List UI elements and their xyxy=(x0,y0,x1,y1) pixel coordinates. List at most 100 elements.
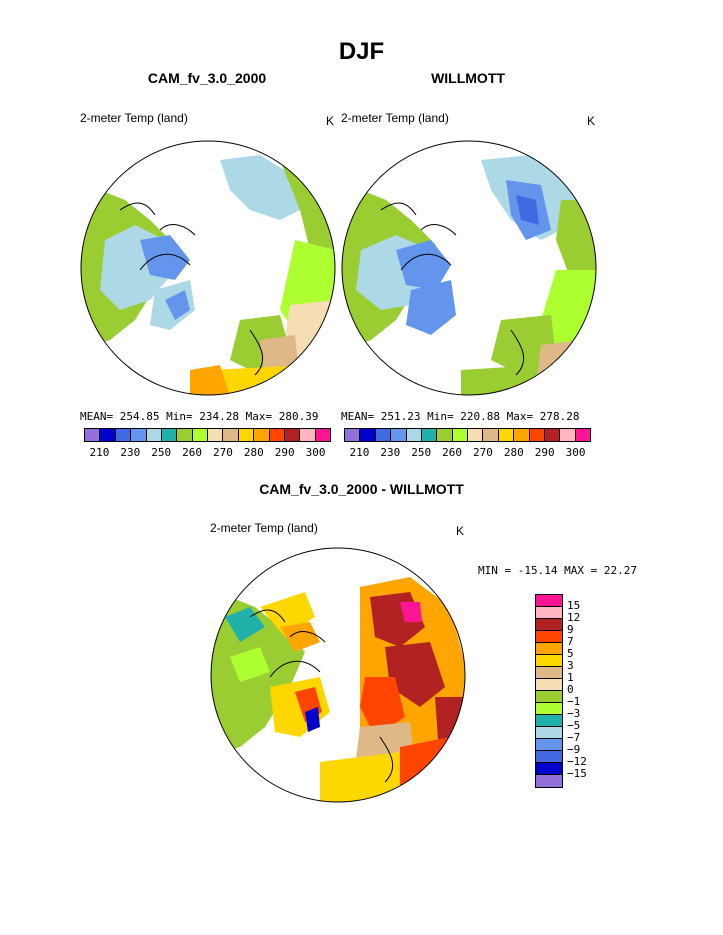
panel-2-colorbar-swatch xyxy=(529,429,545,441)
diff-colorbar-swatch xyxy=(536,691,562,703)
panel-1-variable: 2-meter Temp (land) xyxy=(80,111,188,125)
panel-2-colorbar-swatch xyxy=(544,429,561,441)
diff-colorbar-tick-label: −15 xyxy=(567,767,587,780)
panel-1-colorbar-swatch xyxy=(300,429,316,441)
panel-2-colorbar-tick-label: 260 xyxy=(442,446,462,459)
diff-colorbar-tick-label: 7 xyxy=(567,635,574,648)
diff-map xyxy=(210,547,466,803)
panel-1-colorbar-tick-label: 260 xyxy=(182,446,202,459)
diff-colorbar-swatch xyxy=(536,655,562,667)
panel-2-colorbar-tick-label: 290 xyxy=(534,446,555,459)
panel-2-colorbar-swatch xyxy=(514,429,530,441)
panel-1-mean: 254.85 xyxy=(119,410,160,423)
diff-colorbar-tick-label: 3 xyxy=(567,659,574,672)
panel-2-colorbar-swatch xyxy=(421,429,438,441)
panel-1-colorbar-labels: 210 230 250 260 270 280 290 300 xyxy=(84,446,329,460)
diff-panel-units: K xyxy=(456,524,465,538)
panel-2-mean-label: MEAN= xyxy=(341,410,375,423)
panel-2-colorbar-swatch xyxy=(406,429,422,441)
panel-1-colorbar-tick-label: 280 xyxy=(243,446,264,459)
diff-colorbar-tick-label: −12 xyxy=(567,755,587,768)
diff-colorbar-swatch xyxy=(536,595,562,607)
panel-2-colorbar-tick-label: 230 xyxy=(380,446,401,459)
panel-2-variable: 2-meter Temp (land) xyxy=(341,111,449,125)
panel-2-colorbar-swatch xyxy=(391,429,407,441)
panel-2-min-label: Min= xyxy=(427,410,454,423)
panel-2-colorbar-swatch xyxy=(452,429,468,441)
diff-colorbar xyxy=(535,594,563,788)
panel-1-colorbar-tick-label: 230 xyxy=(120,446,141,459)
panel-2-colorbar-tick-label: 210 xyxy=(349,446,370,459)
panel-1-colorbar-tick-label: 290 xyxy=(274,446,295,459)
panel-2-colorbar-swatch xyxy=(468,429,484,441)
panel-2-colorbar-tick-label: 280 xyxy=(503,446,524,459)
diff-colorbar-swatch xyxy=(536,751,562,763)
diff-colorbar-tick-label: −7 xyxy=(567,731,581,744)
panel-1-colorbar-swatch xyxy=(223,429,239,441)
panel-2-colorbar xyxy=(344,428,591,442)
diff-colorbar-swatch xyxy=(536,631,562,643)
panel-1-colorbar-swatch xyxy=(269,429,285,441)
diff-colorbar-tick-label: −5 xyxy=(567,719,581,732)
panel-1-colorbar-swatch xyxy=(85,429,101,441)
diff-colorbar-swatch xyxy=(536,667,562,679)
panel-2-colorbar-tick-label: 300 xyxy=(565,446,586,459)
panel-1-colorbar-swatch xyxy=(192,429,208,441)
panel-2-units: K xyxy=(587,114,596,128)
diff-colorbar-swatch xyxy=(536,715,562,727)
panel-1-min-label: Min= xyxy=(166,410,193,423)
diff-colorbar-swatch xyxy=(536,607,562,619)
diff-colorbar-swatch xyxy=(536,679,562,691)
diff-colorbar-swatch xyxy=(536,739,562,751)
panel-2-colorbar-swatch xyxy=(483,429,499,441)
diff-colorbar-swatch xyxy=(536,703,562,715)
panel-1-colorbar-tick-label: 270 xyxy=(213,446,233,459)
diff-colorbar-swatch xyxy=(536,619,562,631)
panel-2-min: 220.88 xyxy=(460,410,500,423)
diff-colorbar-tick-label: 15 xyxy=(567,599,581,612)
panel-1-colorbar-swatch xyxy=(161,429,178,441)
panel-1-colorbar-swatch xyxy=(131,429,147,441)
panel-1-units: K xyxy=(326,114,335,128)
diff-colorbar-tick-label: 1 xyxy=(567,671,574,684)
panel-2-title: WILLMOTT xyxy=(431,70,505,86)
panel-1-colorbar-tick-label: 210 xyxy=(89,446,110,459)
diff-colorbar-tick-label: −3 xyxy=(567,707,581,720)
diff-colorbar-tick-label: 9 xyxy=(567,623,574,636)
diff-panel-title: CAM_fv_3.0_2000 - WILLMOTT xyxy=(259,481,464,497)
diff-panel-variable: 2-meter Temp (land) xyxy=(210,521,318,535)
panel-2-mean: 251.23 xyxy=(380,410,421,423)
panel-2-max-label: Max= xyxy=(506,410,534,423)
panel-1-colorbar-swatch xyxy=(238,429,255,441)
diff-colorbar-tick-label: −9 xyxy=(567,743,581,756)
panel-2-colorbar-swatch xyxy=(498,429,515,441)
panel-2-colorbar-swatch xyxy=(375,429,392,441)
panel-1-colorbar-swatch xyxy=(284,429,301,441)
panel-1-max-label: Max= xyxy=(245,410,273,423)
figure-title: DJF xyxy=(338,38,385,65)
panel-1-colorbar-swatch xyxy=(100,429,116,441)
panel-1-colorbar-swatch xyxy=(177,429,193,441)
panel-1-min: 234.28 xyxy=(199,410,239,423)
panel-1-colorbar xyxy=(84,428,331,442)
panel-2-colorbar-tick-label: 270 xyxy=(473,446,493,459)
panel-2-max: 278.28 xyxy=(539,410,580,423)
diff-colorbar-tick-label: −1 xyxy=(567,695,581,708)
panel-2-stats: MEAN= 251.23 Min= 220.88 Max= 278.28 xyxy=(341,410,580,423)
panel-1-max: 280.39 xyxy=(278,410,319,423)
panel-1-stats: MEAN= 254.85 Min= 234.28 Max= 280.39 xyxy=(80,410,319,423)
diff-colorbar-tick-label: 5 xyxy=(567,647,574,660)
panel-1-colorbar-tick-label: 250 xyxy=(151,446,172,459)
panel-2-colorbar-swatch xyxy=(360,429,376,441)
diff-colorbar-tick-label: 12 xyxy=(567,611,581,624)
panel-2-colorbar-swatch xyxy=(345,429,361,441)
panel-1-colorbar-swatch xyxy=(146,429,162,441)
panel-2-colorbar-swatch xyxy=(560,429,576,441)
panel-1-colorbar-swatch xyxy=(315,429,330,441)
panel-1-colorbar-tick-label: 300 xyxy=(305,446,326,459)
panel-1-map xyxy=(80,140,336,396)
diff-colorbar-swatch xyxy=(536,643,562,655)
panel-1-title: CAM_fv_3.0_2000 xyxy=(147,70,267,86)
diff-panel-minmax: MIN = -15.14 MAX = 22.27 xyxy=(478,564,637,577)
panel-1-colorbar-swatch xyxy=(208,429,224,441)
